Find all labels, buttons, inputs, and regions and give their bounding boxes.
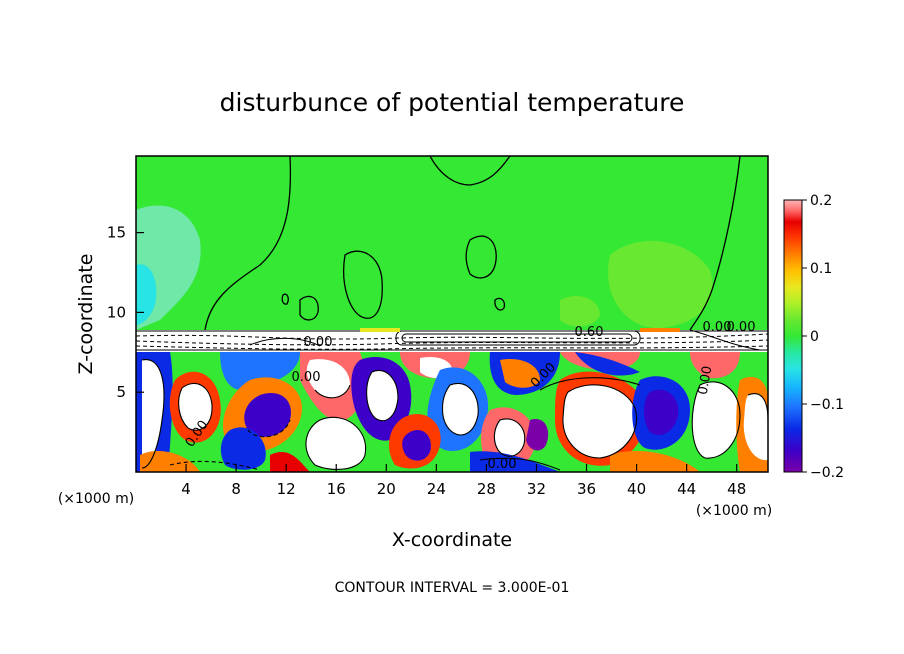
contour-interval-note: CONTOUR INTERVAL = 3.000E-01: [335, 580, 570, 596]
y-axis-label: Z-coordinate: [75, 254, 97, 375]
x-tick-label: 48: [727, 480, 746, 498]
plot-frame: [135, 155, 769, 473]
x-tick-label: 16: [327, 480, 346, 498]
y-tick-label: 15: [107, 224, 126, 242]
lower-layer-blobs: [136, 352, 768, 472]
x-tick-label: 36: [577, 480, 596, 498]
x-tick-label: 40: [627, 480, 646, 498]
y-tick-label: 10: [107, 303, 126, 321]
colorbar-tick-label: 0: [810, 329, 819, 345]
contour-label: 0.00: [488, 457, 517, 472]
x-tick-label: 20: [377, 480, 396, 498]
y-axis-ticks: 5 10 15: [107, 224, 144, 401]
colorbar-ticks: 0.2 0.1 0 −0.1 −0.2: [802, 193, 844, 481]
x-tick-label: 24: [427, 480, 446, 498]
x-axis-unit-left: (×1000 m): [58, 491, 134, 507]
x-tick-label: 8: [231, 480, 241, 498]
inversion-band: [136, 330, 768, 352]
chart-title: disturbunce of potential temperature: [220, 88, 685, 117]
y-tick-label: 5: [116, 383, 126, 401]
x-tick-label: 44: [677, 480, 696, 498]
colorbar-tick-label: −0.1: [810, 397, 844, 413]
contour-label: 0.00: [696, 365, 716, 396]
upper-layer-light-patch-2: [560, 295, 600, 327]
contour-label: 0.00: [703, 320, 732, 335]
contour-label: 0.00: [292, 370, 321, 385]
inversion-color-strip-2: [640, 328, 680, 332]
inversion-color-strip: [360, 328, 400, 332]
x-tick-label: 28: [477, 480, 496, 498]
contour-label: 0.00: [727, 320, 756, 335]
contour-label: 0.60: [575, 325, 604, 340]
contour-label: 0.00: [304, 335, 333, 350]
x-axis-ticks: 4 8 12 16 20 24 28 32 36 40 44 48: [181, 464, 746, 498]
inversion-contours: [136, 329, 768, 351]
x-tick-label: 12: [277, 480, 296, 498]
colorbar: [783, 199, 803, 473]
contour-labels: 0.600.000.000.000.00 0.000.000.000.00: [183, 320, 756, 472]
colorbar-tick-label: 0.1: [810, 261, 832, 277]
colorbar-tick-label: −0.2: [810, 465, 844, 481]
colorbar-tick-label: 0.2: [810, 193, 832, 209]
upper-layer-cyan-core: [136, 264, 157, 325]
x-axis-label: X-coordinate: [392, 529, 512, 551]
x-tick-label: 32: [527, 480, 546, 498]
x-tick-label: 4: [181, 480, 191, 498]
upper-contours: [204, 156, 741, 331]
plot-area: [136, 156, 768, 472]
x-axis-unit-right: (×1000 m): [696, 503, 772, 519]
lower-contours: [141, 359, 768, 471]
upper-layer-light-patch: [608, 240, 713, 329]
